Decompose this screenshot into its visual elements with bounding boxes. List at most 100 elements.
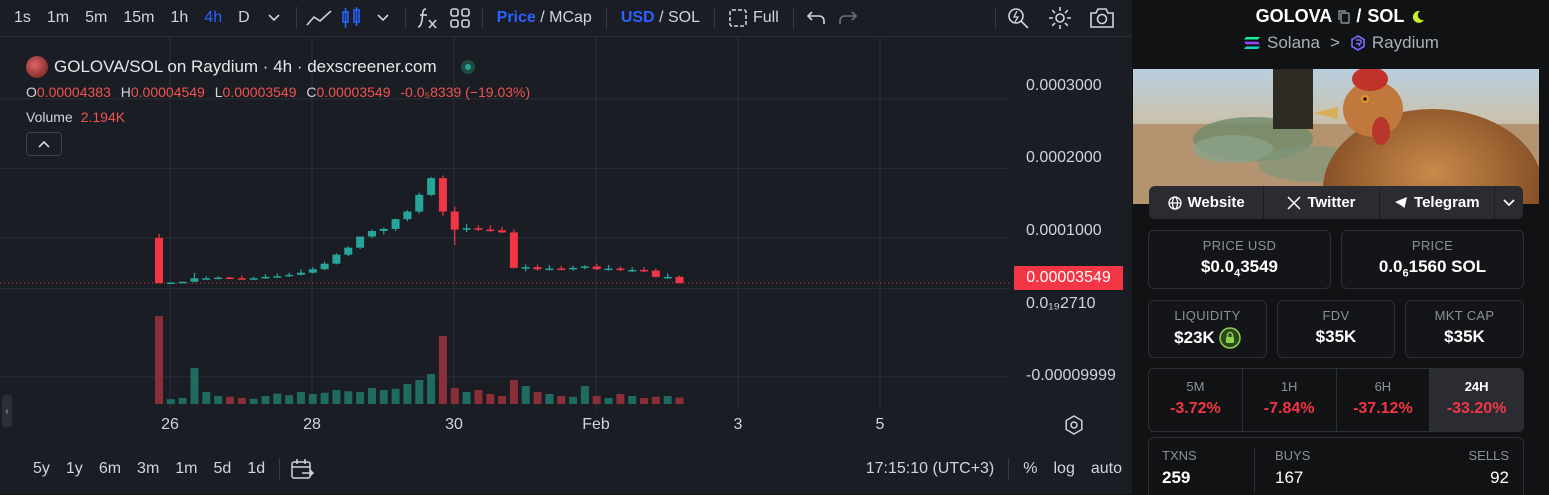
liquidity-label: LIQUIDITY [1174,308,1241,323]
interval-5m[interactable]: 5m [85,9,108,26]
open-label: O [26,84,37,100]
interval-4h[interactable]: 4h [204,9,223,26]
candle-body [285,274,294,277]
volume-bar [237,398,246,404]
range-1d[interactable]: 1d [247,460,266,477]
volume-bar [166,399,175,404]
volume-bar [474,390,483,404]
usd-option[interactable]: USD [620,9,655,26]
change-label: 5M [1186,379,1205,394]
time-axis-label: 3 [733,416,743,433]
change-tab-5m[interactable]: 5M -3.72% [1149,369,1243,431]
clock-timezone[interactable]: 17:15:10 (UTC+3) [865,460,995,477]
collapse-legend-button[interactable] [26,132,62,156]
price-option[interactable]: Price [496,9,536,26]
undo-icon[interactable] [800,2,832,34]
percent-scale-toggle[interactable]: % [1023,460,1038,477]
chevron-down-icon[interactable] [258,2,290,34]
range-1m[interactable]: 1m [175,460,198,477]
volume-bar [155,316,163,404]
price-usd-label: PRICE USD [1202,238,1277,253]
liquidity-value-row: $23K [1149,327,1266,349]
candlestick-icon[interactable] [335,2,367,34]
chevron-down-icon[interactable] [367,2,399,34]
candle-body [332,254,341,264]
usd-sol-toggle[interactable]: USD / SOL [613,9,708,27]
layouts-grid-icon[interactable] [444,2,476,34]
chevron-down-icon [1503,198,1515,206]
chain-name[interactable]: Solana [1267,33,1320,52]
high-label: H [120,84,131,100]
copy-icon[interactable] [1338,9,1351,24]
price-axis-label: 0.0002000 [1026,149,1102,166]
fullscreen-button[interactable]: Full [721,9,787,27]
range-1y[interactable]: 1y [65,460,83,477]
interval-d[interactable]: D [238,9,250,26]
range-5y[interactable]: 5y [33,460,50,477]
axis-settings-icon[interactable] [1063,414,1085,436]
candle-body [178,281,187,284]
candle-body [190,278,199,282]
log-scale-toggle[interactable]: log [1053,460,1075,477]
candle-body [320,263,329,270]
candle-body [616,268,625,271]
change-tab-24h[interactable]: 24H -33.20% [1430,369,1523,431]
market-cap-label: MKT CAP [1434,308,1495,323]
twitter-button[interactable]: Twitter [1264,186,1380,219]
lock-icon[interactable] [1219,327,1241,349]
camera-icon[interactable] [1086,2,1118,34]
volume-bar [545,394,554,404]
gear-icon[interactable] [1044,2,1076,34]
dex-name[interactable]: Raydium [1371,33,1439,52]
ohlc-values: O0.00004383 H0.00004549 L0.00003549 C0.0… [26,84,536,100]
change-tab-1h[interactable]: 1H -7.84% [1243,369,1337,431]
price-change-tabs: 5M -3.72% 1H -7.84% 6H -37.12% 24H -33.2… [1148,368,1524,432]
buys-label: BUYS [1275,448,1311,463]
volume-bar [225,396,234,404]
interval-1h[interactable]: 1h [170,9,189,26]
liquidity-card: LIQUIDITY $23K [1148,300,1267,358]
price-mcap-toggle[interactable]: Price / MCap [489,9,600,27]
interval-15m[interactable]: 15m [123,9,155,26]
sells-col: SELLS 92 [1469,448,1509,488]
volume-bar [415,380,424,404]
chain-dex-row: Solana > Raydium [1133,33,1549,53]
price-chart[interactable] [0,37,1010,410]
indicators-fx-icon[interactable] [412,2,444,34]
last-price-marker: 0.00003549 [1014,266,1123,290]
website-button[interactable]: Website [1149,186,1265,219]
candle-body [261,276,270,279]
sol-option[interactable]: SOL [667,9,700,26]
range-3m[interactable]: 3m [137,460,160,477]
line-chart-icon[interactable] [303,2,335,34]
auto-scale-toggle[interactable]: auto [1090,460,1122,477]
volume-bar [308,394,317,404]
time-axis-label: Feb [582,416,610,433]
mcap-option[interactable]: MCap [549,9,592,26]
volume-bar [569,396,578,404]
candle-body [308,269,317,273]
open-value: 0.00004383 [36,84,111,100]
range-6m[interactable]: 6m [98,460,122,477]
range-5d[interactable]: 5d [213,460,232,477]
close-value: 0.00003549 [316,84,391,100]
liquidity-value: $23K [1174,328,1215,347]
redo-icon[interactable] [832,2,864,34]
interval-1m[interactable]: 1m [46,9,70,26]
change-label: 6H [1374,379,1392,394]
volume-bar [628,396,637,404]
volume-bar [521,386,530,404]
telegram-button[interactable]: Telegram [1380,186,1495,219]
interval-1s[interactable]: 1s [14,9,31,26]
volume-value: 2.194K [80,109,126,125]
candle-body [628,269,637,272]
candle-body [356,236,365,248]
quick-search-icon[interactable] [1002,2,1034,34]
more-links-button[interactable] [1495,186,1523,219]
go-to-date-icon[interactable] [286,453,318,485]
volume-bar [391,388,400,404]
transactions-stats: TXNS 259 BUYS 167 SELLS 92 [1148,437,1524,495]
left-panel-handle[interactable]: ‹ [2,395,12,427]
change-tab-6h[interactable]: 6H -37.12% [1337,369,1431,431]
candle-body [640,269,649,272]
